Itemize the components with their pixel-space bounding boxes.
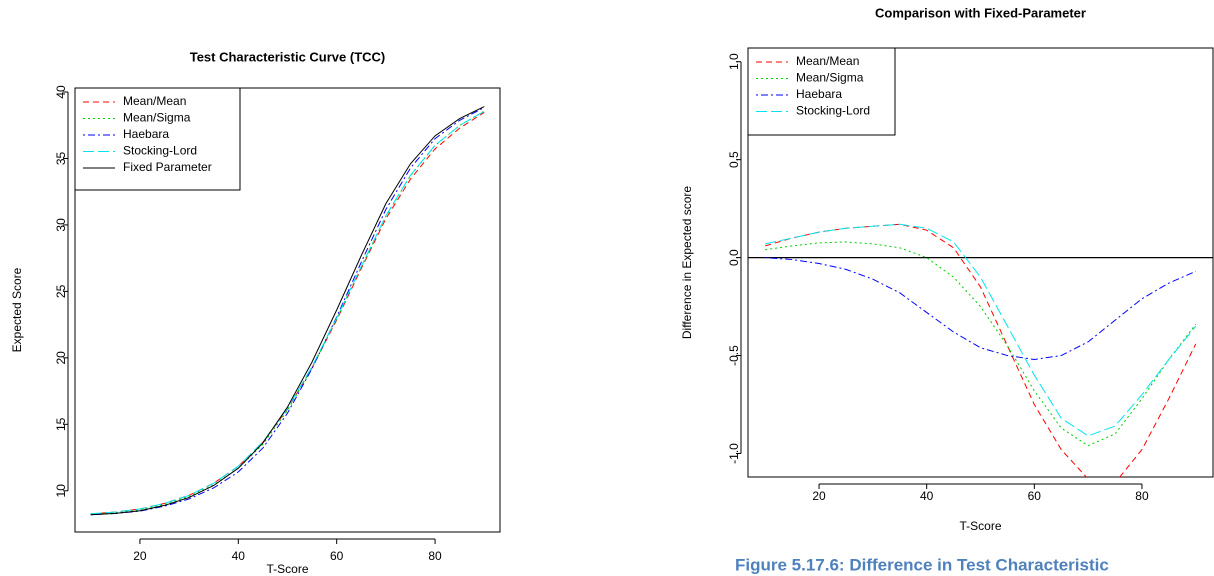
y-tick-label: -0.5	[727, 345, 741, 366]
x-axis-label: T-Score	[959, 519, 1001, 533]
chart: Test Characteristic Curve (TCC) T-Score Ex…	[10, 49, 501, 576]
y-tick-label: 30	[54, 218, 68, 232]
x-tick-label: 80	[1135, 489, 1149, 503]
y-tick-label: 25	[54, 284, 68, 298]
x-tick-label: 40	[232, 549, 246, 563]
plot-frame	[74, 87, 501, 533]
legend-label: Mean/Mean	[796, 54, 859, 68]
y-tick-label: -1.0	[727, 443, 741, 464]
legend-box	[74, 87, 241, 191]
legend-label: Stocking-Lord	[796, 104, 870, 118]
plot-frame	[747, 47, 1214, 478]
series-line	[765, 223, 1197, 437]
series-line	[765, 241, 1197, 447]
y-tick-label: 0.0	[727, 249, 741, 266]
legend-box	[747, 47, 896, 136]
x-tick-label: 60	[330, 549, 344, 563]
legend-label: Mean/Mean	[123, 94, 186, 108]
series-line	[90, 107, 485, 516]
legend-label: Haebara	[796, 87, 842, 101]
series-line	[765, 223, 1197, 477]
legend-label: Mean/Sigma	[796, 71, 864, 85]
y-tick-label: 40	[54, 85, 68, 99]
series-line	[90, 110, 485, 515]
legend-label: Mean/Sigma	[123, 111, 191, 125]
chart: Comparison with Fixed-Parameter T-Score Di…	[680, 5, 1214, 533]
x-axis-label: T-Score	[266, 562, 308, 576]
y-axis-label: Difference in Expected score	[680, 186, 694, 340]
y-tick-label: 10	[54, 484, 68, 498]
x-tick-label: 40	[920, 489, 934, 503]
chart-title: Comparison with Fixed-Parameter	[875, 5, 1086, 20]
y-tick-label: 1.0	[727, 53, 741, 70]
legend-label: Haebara	[123, 127, 169, 141]
x-tick-label: 20	[133, 549, 147, 563]
series-line	[90, 106, 485, 516]
y-axis-label: Expected Score	[10, 267, 24, 352]
x-tick-label: 20	[812, 489, 826, 503]
legend-label: Fixed Parameter	[123, 160, 212, 174]
y-tick-label: 15	[54, 417, 68, 431]
series-line	[765, 257, 1196, 360]
y-tick-label: 20	[54, 351, 68, 365]
x-tick-label: 60	[1028, 489, 1042, 503]
legend-label: Stocking-Lord	[123, 144, 197, 158]
y-tick-label: 35	[54, 151, 68, 165]
x-tick-label: 80	[428, 549, 442, 563]
chart-title: Test Characteristic Curve (TCC)	[190, 49, 386, 64]
y-tick-label: 0.5	[727, 151, 741, 168]
figure-caption: Figure 5.17.6: Difference in Test Charac…	[735, 555, 1109, 574]
